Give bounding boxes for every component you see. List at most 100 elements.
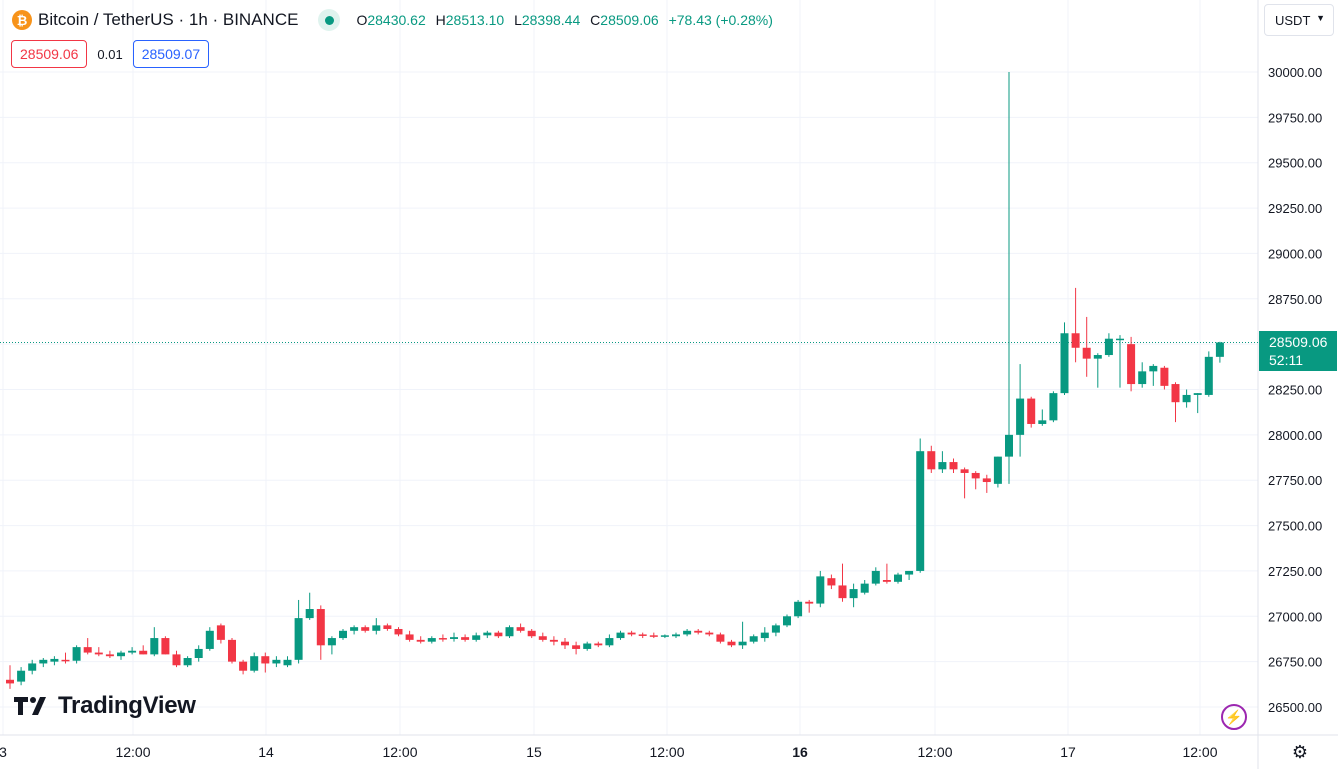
candle-body	[561, 641, 569, 646]
candle-body	[927, 451, 936, 470]
candle	[838, 563, 847, 602]
candle-body	[172, 654, 181, 666]
candle	[272, 656, 281, 668]
candle	[39, 658, 48, 668]
time-axis[interactable]: 3 12:00 14 12:00 15 12:00 16 12:00 17 12:00	[0, 744, 1218, 760]
candle-body	[372, 625, 381, 631]
candle	[882, 563, 891, 584]
candle	[383, 623, 392, 631]
candle-body	[61, 659, 70, 662]
candle	[1138, 362, 1147, 388]
candle-body	[1149, 365, 1158, 372]
candle	[17, 667, 26, 686]
candle	[1127, 336, 1136, 392]
candle-body	[816, 576, 825, 604]
candle	[1149, 364, 1158, 386]
time-tick-label: 12:00	[382, 744, 417, 760]
candle-body	[849, 589, 858, 599]
brand-name: TradingView	[58, 692, 196, 719]
candle-body	[649, 635, 658, 637]
candle-body	[860, 583, 869, 593]
candle	[438, 634, 447, 642]
gear-icon[interactable]: ⚙	[1291, 741, 1309, 762]
bar-countdown: 52:11	[1269, 352, 1303, 369]
candle-body	[1005, 434, 1013, 457]
candle-body	[427, 638, 436, 642]
candle-body	[871, 570, 880, 584]
candle	[1016, 364, 1025, 457]
candle	[1171, 382, 1180, 423]
candle-body	[272, 659, 281, 664]
time-tick-label: 12:00	[115, 744, 150, 760]
candle-body	[128, 650, 137, 653]
candle-body	[438, 638, 447, 640]
candle	[394, 627, 403, 637]
candle	[982, 474, 991, 493]
candle	[516, 623, 525, 633]
tradingview-logo[interactable]: TradingView	[14, 692, 196, 720]
candle	[1104, 333, 1113, 357]
candle-body	[205, 630, 214, 649]
buy-button[interactable]: 28509.07	[132, 40, 210, 68]
price-axis[interactable]: 30000.00 29750.00 29500.00 29250.00 29000.00…	[1268, 65, 1322, 715]
candle	[1215, 341, 1224, 363]
candle-body	[472, 635, 481, 640]
sell-button[interactable]: 28509.06	[11, 40, 88, 68]
candle	[916, 438, 925, 573]
candle	[83, 638, 92, 655]
candle	[228, 638, 236, 664]
symbol-title[interactable]: Bitcoin / TetherUS · 1h · BINANCE	[38, 10, 299, 29]
candle-body	[771, 625, 780, 633]
price-tick-label: 28750.00	[1268, 292, 1322, 307]
trade-row: 28509.06 0.01 28509.07	[11, 40, 210, 68]
candle	[871, 567, 880, 586]
price-tick-label: 27750.00	[1268, 473, 1322, 488]
candle-body	[327, 638, 336, 646]
candle-body	[1138, 371, 1147, 385]
candle	[949, 458, 958, 473]
candle-body	[283, 659, 292, 666]
candle	[461, 634, 470, 642]
candle	[672, 632, 680, 639]
candle	[1182, 389, 1191, 408]
candle	[960, 467, 969, 499]
candle	[1071, 287, 1080, 363]
candle	[1005, 72, 1013, 484]
currency-select[interactable]: USDT ▼	[1264, 4, 1334, 36]
candle-body	[1093, 355, 1102, 359]
candle-body	[938, 462, 947, 470]
candle	[927, 445, 936, 473]
symbol-header: ₿ Bitcoin / TetherUS · 1h · BINANCE O284…	[12, 8, 779, 32]
lightning-icon[interactable]: ⚡	[1221, 704, 1247, 730]
candle-body	[572, 645, 581, 649]
time-tick-label: 16	[792, 744, 808, 760]
candle-body	[749, 636, 758, 642]
candle-body	[660, 635, 669, 637]
price-tick-label: 26500.00	[1268, 700, 1322, 715]
price-tick-label: 29000.00	[1268, 246, 1322, 261]
candle	[72, 645, 81, 664]
candle-body	[105, 654, 114, 657]
candle	[194, 645, 203, 662]
candle-body	[194, 648, 203, 659]
candle	[94, 647, 103, 657]
candle-body	[716, 634, 725, 642]
price-tick-label: 26750.00	[1268, 655, 1322, 670]
candle	[760, 627, 769, 642]
market-status-icon[interactable]	[318, 9, 341, 31]
candle-body	[483, 632, 492, 636]
candle-body	[760, 632, 769, 639]
candle	[527, 628, 536, 639]
candle-body	[949, 462, 958, 470]
candle-body	[905, 570, 914, 575]
candle-body	[83, 647, 92, 653]
candle-body	[1127, 344, 1136, 385]
high-value: 28513.10	[445, 12, 505, 28]
candle-body	[1049, 393, 1058, 421]
candle	[738, 621, 747, 649]
candle	[627, 630, 636, 637]
candle-body	[72, 647, 81, 661]
candle	[239, 659, 248, 675]
candle	[1060, 322, 1069, 395]
